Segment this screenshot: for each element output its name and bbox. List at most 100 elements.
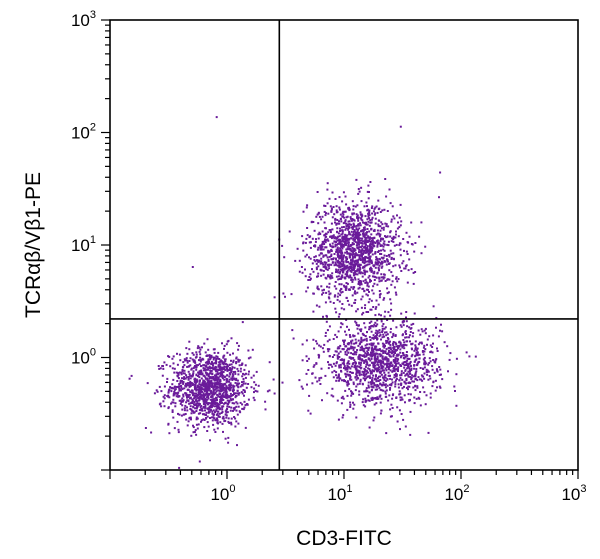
data-point: [389, 388, 391, 391]
data-point: [358, 227, 361, 230]
data-point: [362, 233, 365, 236]
data-point: [328, 286, 331, 289]
data-point: [341, 323, 344, 326]
data-point: [416, 362, 419, 365]
data-point: [183, 377, 185, 380]
data-point: [427, 378, 430, 381]
data-point: [323, 261, 326, 264]
data-point: [324, 265, 327, 268]
data-point: [368, 248, 371, 251]
data-point: [334, 198, 337, 200]
data-point: [400, 355, 403, 357]
data-point: [365, 243, 367, 246]
data-point: [367, 184, 370, 187]
data-point: [208, 366, 211, 369]
data-point: [340, 220, 343, 223]
data-point: [356, 253, 359, 256]
data-point: [361, 295, 364, 298]
data-point: [342, 240, 345, 243]
data-point: [393, 286, 396, 289]
data-point: [381, 360, 384, 363]
data-point: [196, 402, 199, 405]
data-point: [390, 218, 393, 221]
data-point: [390, 403, 393, 406]
data-point: [239, 367, 242, 370]
data-point: [384, 358, 387, 361]
data-point: [344, 219, 347, 222]
data-point: [381, 349, 384, 352]
data-point: [338, 240, 341, 243]
data-point: [219, 365, 222, 368]
data-point: [366, 331, 368, 333]
data-point: [439, 171, 442, 174]
data-point: [367, 367, 370, 370]
data-point: [227, 417, 230, 420]
data-point: [384, 373, 387, 376]
data-point: [200, 386, 203, 389]
data-point: [349, 254, 352, 257]
data-point: [356, 231, 359, 234]
data-point: [359, 268, 362, 271]
data-point: [305, 372, 308, 375]
data-point: [195, 351, 198, 354]
data-point: [322, 248, 325, 251]
data-point: [352, 224, 355, 227]
data-point: [229, 373, 232, 376]
data-point: [350, 276, 353, 279]
data-point: [339, 249, 342, 252]
data-point: [335, 205, 338, 208]
data-point: [337, 254, 340, 256]
data-point: [341, 276, 344, 279]
data-point: [433, 371, 436, 374]
data-point: [350, 219, 353, 222]
data-point: [390, 220, 393, 223]
data-point: [399, 399, 402, 402]
data-point: [341, 362, 344, 365]
data-point: [373, 354, 376, 357]
data-point: [380, 273, 383, 276]
data-point: [368, 364, 370, 367]
data-point: [167, 407, 170, 410]
data-point: [412, 322, 415, 325]
data-point: [247, 373, 250, 376]
data-point: [189, 405, 192, 408]
data-point: [407, 393, 410, 396]
data-point: [367, 215, 370, 218]
data-point: [183, 387, 186, 390]
data-point: [409, 410, 412, 413]
data-point: [192, 367, 195, 370]
data-point: [189, 391, 192, 393]
data-point: [189, 364, 192, 367]
data-point: [343, 341, 345, 343]
data-point: [153, 392, 156, 395]
data-point: [370, 385, 373, 388]
data-point: [393, 367, 396, 369]
data-point: [375, 325, 378, 327]
data-point: [363, 361, 366, 364]
data-point: [324, 254, 327, 257]
data-point: [392, 353, 395, 356]
data-point: [172, 398, 175, 401]
data-point: [354, 376, 357, 379]
data-point: [181, 366, 184, 369]
data-point: [421, 375, 424, 378]
data-point: [360, 336, 363, 339]
data-point: [385, 255, 388, 257]
data-point: [334, 333, 337, 336]
data-point: [338, 377, 341, 380]
data-point: [344, 243, 347, 246]
data-point: [403, 366, 406, 369]
data-point: [371, 398, 374, 401]
data-point: [352, 208, 355, 211]
data-point: [210, 376, 213, 379]
data-point: [364, 228, 367, 231]
data-point: [408, 357, 411, 360]
data-point: [186, 359, 189, 362]
data-point: [366, 245, 369, 248]
data-point: [382, 369, 385, 372]
data-point: [318, 231, 321, 234]
data-point: [236, 367, 239, 370]
data-point: [345, 260, 348, 263]
data-point: [389, 344, 392, 346]
data-point: [373, 270, 376, 273]
